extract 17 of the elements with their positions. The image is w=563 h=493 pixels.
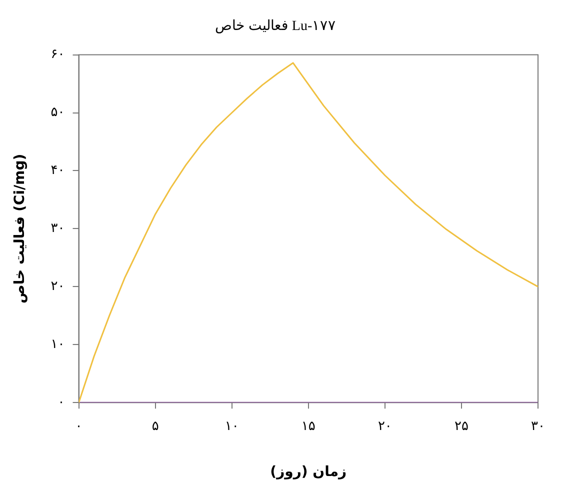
- x-tick-label: ۳۰: [531, 418, 545, 434]
- y-tick-label: ۴۰: [50, 163, 65, 178]
- y-tick-label: ۱۰: [50, 337, 65, 352]
- y-tick-label: ۶۰: [50, 47, 65, 62]
- x-tick-label: ۲۰: [378, 418, 392, 434]
- x-tick-label: ۰: [75, 418, 82, 434]
- x-tick-label: ۲۵: [454, 418, 468, 434]
- x-tick-label: ۵: [152, 418, 159, 434]
- chart-title: فعالیت خاص Lu-۱۷۷: [214, 19, 336, 34]
- x-tick-label: ۱۵: [301, 418, 316, 434]
- y-axis-title: فعالیت خاص (Ci/mg): [12, 154, 28, 304]
- y-tick-label: ۳۰: [50, 221, 65, 236]
- y-tick-label: ۵۰: [50, 105, 65, 120]
- x-axis-title: زمان (روز): [270, 464, 347, 480]
- x-tick-label: ۱۰: [224, 418, 239, 434]
- y-tick-label: ۲۰: [50, 279, 65, 294]
- y-tick-label: ۰: [58, 394, 65, 410]
